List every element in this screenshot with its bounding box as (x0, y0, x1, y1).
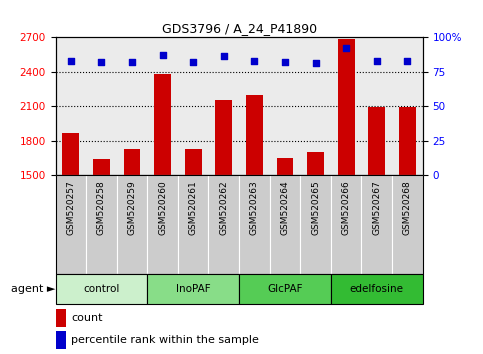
Bar (185, 149, 201, 175)
Point (67, 58, 75, 63)
Bar (369, 107, 385, 175)
Text: GSM520257: GSM520257 (66, 180, 75, 235)
Text: GSM520262: GSM520262 (219, 180, 228, 235)
Bar (178, 175, 209, 274)
Bar (331, 274, 423, 304)
Point (373, 58, 381, 63)
Bar (56, 331, 66, 349)
Text: GSM520268: GSM520268 (403, 180, 412, 235)
Bar (239, 274, 331, 304)
Point (159, 52, 167, 58)
Bar (270, 175, 300, 274)
Point (128, 59, 136, 65)
Text: control: control (83, 284, 120, 295)
Text: GSM520259: GSM520259 (128, 180, 137, 235)
Bar (399, 107, 416, 175)
Text: count: count (71, 313, 102, 323)
Text: percentile rank within the sample: percentile rank within the sample (71, 335, 259, 345)
Text: GSM520267: GSM520267 (372, 180, 381, 235)
Bar (307, 152, 324, 175)
Bar (147, 274, 239, 304)
Bar (62, 133, 79, 175)
Bar (331, 175, 361, 274)
Point (312, 61, 319, 66)
Text: GSM520264: GSM520264 (281, 180, 289, 235)
Text: GSM520265: GSM520265 (311, 180, 320, 235)
Text: GSM520260: GSM520260 (158, 180, 167, 235)
Bar (117, 175, 147, 274)
Bar (93, 159, 110, 175)
Point (281, 59, 289, 65)
Text: GSM520258: GSM520258 (97, 180, 106, 235)
Text: edelfosine: edelfosine (350, 284, 404, 295)
Text: InoPAF: InoPAF (176, 284, 211, 295)
Point (189, 59, 197, 65)
Bar (86, 175, 117, 274)
Bar (246, 95, 263, 175)
Bar (154, 74, 171, 175)
Bar (239, 175, 270, 274)
Bar (300, 175, 331, 274)
Bar (338, 40, 355, 175)
Bar (124, 149, 141, 175)
Text: GSM520266: GSM520266 (341, 180, 351, 235)
Point (98, 59, 105, 65)
Bar (56, 309, 66, 326)
Text: GSM520261: GSM520261 (189, 180, 198, 235)
Point (403, 58, 411, 63)
Point (342, 45, 350, 51)
Bar (209, 175, 239, 274)
Title: GDS3796 / A_24_P41890: GDS3796 / A_24_P41890 (161, 22, 317, 35)
Text: GlcPAF: GlcPAF (267, 284, 303, 295)
Bar (56, 274, 147, 304)
Bar (277, 158, 293, 175)
Bar (215, 101, 232, 175)
Text: agent ►: agent ► (11, 284, 56, 295)
Text: GSM520263: GSM520263 (250, 180, 259, 235)
Bar (56, 175, 86, 274)
Bar (361, 175, 392, 274)
Bar (392, 175, 423, 274)
Point (251, 58, 258, 63)
Bar (147, 175, 178, 274)
Point (220, 54, 227, 59)
